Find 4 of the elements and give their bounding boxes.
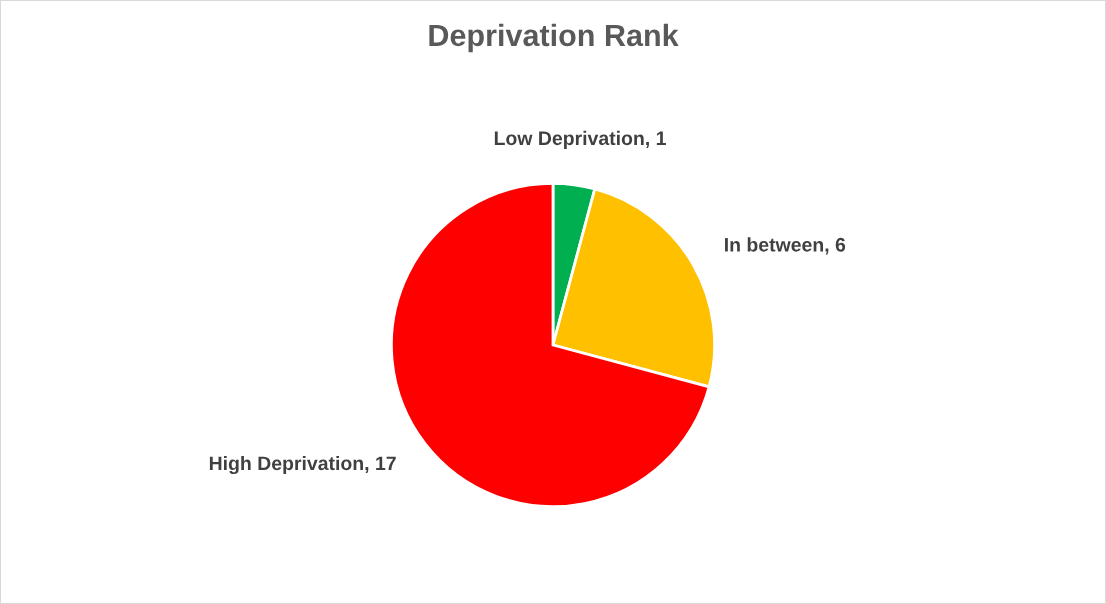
slice-label: High Deprivation, 17 <box>209 455 396 475</box>
chart-title: Deprivation Rank <box>429 23 679 53</box>
slice-label: Low Deprivation, 1 <box>494 130 666 149</box>
slice-label: In between, 6 <box>725 237 846 255</box>
